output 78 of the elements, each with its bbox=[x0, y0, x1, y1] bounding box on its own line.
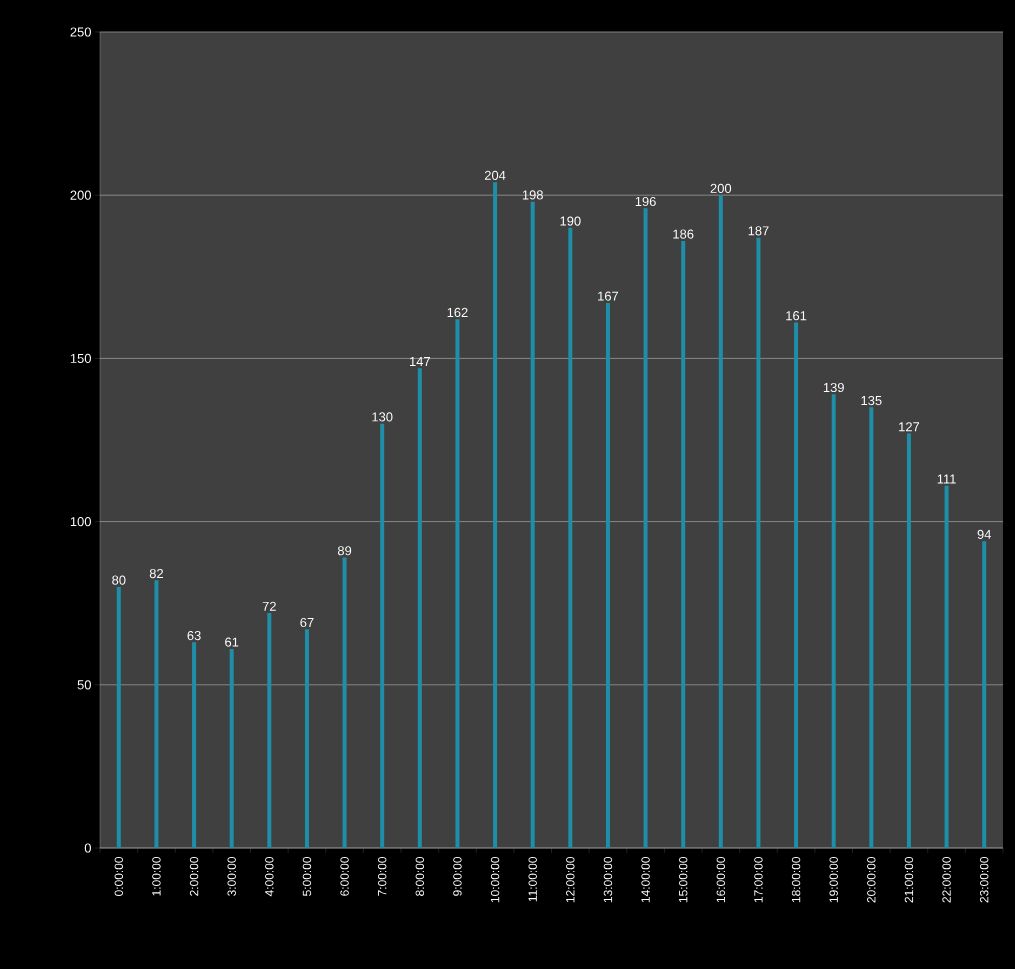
bar bbox=[417, 368, 422, 848]
bar bbox=[794, 322, 799, 848]
data-label: 94 bbox=[977, 529, 992, 539]
x-tick-label: 17:00:00 bbox=[754, 856, 763, 903]
data-label: 198 bbox=[522, 190, 543, 200]
bar bbox=[681, 240, 686, 848]
data-label: 187 bbox=[748, 226, 769, 236]
data-label: 72 bbox=[262, 601, 276, 611]
x-tick-label: 18:00:00 bbox=[791, 856, 801, 903]
y-tick-label: 250 bbox=[70, 27, 91, 37]
bar bbox=[906, 433, 911, 848]
bar bbox=[267, 612, 272, 848]
bar bbox=[869, 407, 874, 848]
x-tick-label: 10:00:00 bbox=[490, 856, 500, 903]
bar bbox=[643, 208, 648, 848]
data-label: 67 bbox=[300, 617, 314, 628]
bar bbox=[493, 182, 498, 848]
bar bbox=[116, 586, 121, 848]
y-tick-label: 100 bbox=[70, 517, 91, 527]
x-tick-label: 8:00:00 bbox=[415, 856, 425, 896]
data-label: 63 bbox=[187, 630, 201, 641]
x-tick-label: 13:00:00 bbox=[603, 856, 613, 903]
y-tick-label: 150 bbox=[70, 353, 91, 363]
x-tick-label: 22:00:00 bbox=[942, 856, 951, 903]
bar bbox=[568, 227, 573, 848]
bar bbox=[605, 302, 610, 848]
data-label: 147 bbox=[410, 357, 430, 366]
data-label: 162 bbox=[447, 307, 468, 318]
data-label: 80 bbox=[112, 575, 126, 585]
bar bbox=[718, 195, 723, 848]
y-tick-label: 200 bbox=[70, 190, 91, 200]
x-tick-label: 23:00:00 bbox=[979, 856, 989, 903]
data-label: 61 bbox=[225, 637, 239, 647]
x-tick-label: 14:00:00 bbox=[641, 856, 650, 903]
x-tick-label: 1:00:00 bbox=[152, 856, 161, 896]
bar bbox=[154, 580, 159, 848]
bar bbox=[192, 642, 197, 848]
bar bbox=[380, 423, 385, 848]
bar bbox=[831, 394, 836, 848]
data-label: 139 bbox=[823, 382, 844, 393]
x-tick-label: 5:00:00 bbox=[302, 856, 312, 896]
x-tick-label: 9:00:00 bbox=[453, 856, 462, 896]
bar bbox=[756, 237, 761, 848]
x-tick-label: 20:00:00 bbox=[867, 856, 876, 903]
data-label: 190 bbox=[560, 216, 581, 226]
x-tick-label: 4:00:00 bbox=[265, 856, 274, 897]
y-tick-label: 0 bbox=[84, 843, 91, 853]
data-label: 161 bbox=[786, 311, 807, 321]
x-tick-label: 12:00:00 bbox=[566, 856, 575, 903]
data-label: 196 bbox=[635, 196, 656, 207]
data-label: 135 bbox=[861, 395, 882, 406]
data-label: 89 bbox=[337, 546, 352, 556]
data-label: 111 bbox=[937, 474, 956, 484]
x-tick-label: 21:00:00 bbox=[904, 856, 914, 903]
bar bbox=[944, 485, 949, 848]
x-tick-label: 3:00:00 bbox=[227, 856, 236, 896]
x-tick-label: 2:00:00 bbox=[189, 856, 199, 896]
x-tick-label: 15:00:00 bbox=[678, 856, 688, 903]
data-label: 130 bbox=[372, 412, 393, 422]
x-tick-label: 19:00:00 bbox=[829, 856, 838, 903]
bar bbox=[304, 629, 309, 848]
y-tick-label: 50 bbox=[77, 680, 91, 690]
bar bbox=[530, 201, 535, 848]
data-label: 167 bbox=[598, 291, 619, 301]
data-label: 82 bbox=[149, 568, 163, 579]
x-tick-label: 7:00:00 bbox=[377, 856, 387, 896]
data-label: 204 bbox=[484, 170, 506, 180]
x-tick-label: 0:00:00 bbox=[114, 856, 124, 896]
data-label: 127 bbox=[899, 422, 920, 432]
bar bbox=[229, 648, 234, 848]
bar bbox=[342, 557, 347, 848]
data-label: 200 bbox=[710, 183, 732, 193]
x-tick-label: 6:00:00 bbox=[340, 856, 349, 896]
bar bbox=[982, 541, 987, 848]
data-label: 186 bbox=[673, 229, 694, 239]
bar bbox=[455, 319, 460, 848]
x-tick-label: 11:00:00 bbox=[528, 856, 537, 902]
x-tick-label: 16:00:00 bbox=[716, 856, 726, 903]
